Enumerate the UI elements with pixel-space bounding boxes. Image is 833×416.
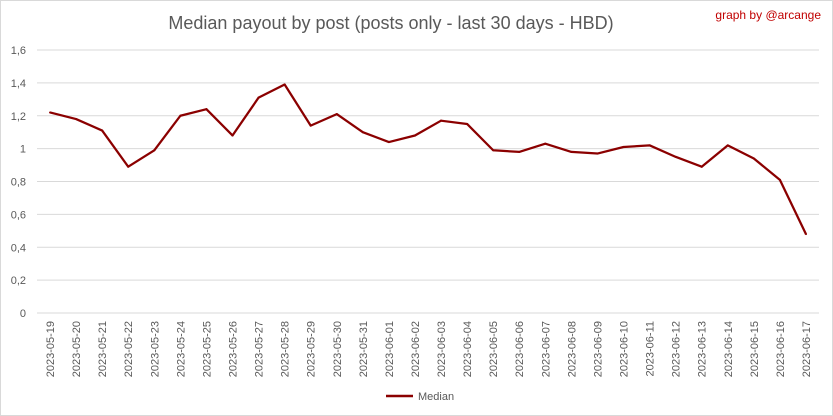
data-point — [309, 124, 312, 127]
data-point — [101, 129, 104, 132]
x-tick-label: 2023-05-24 — [175, 321, 187, 377]
x-tick-label: 2023-06-15 — [749, 321, 761, 377]
legend: Median — [386, 391, 454, 403]
y-tick-label: 1,2 — [11, 111, 26, 123]
data-point — [283, 83, 286, 86]
data-point — [153, 149, 156, 152]
x-tick-label: 2023-05-25 — [201, 321, 213, 377]
data-point — [804, 233, 807, 236]
x-tick-label: 2023-06-17 — [801, 321, 813, 377]
x-tick-label: 2023-05-22 — [123, 321, 135, 377]
data-point — [440, 119, 443, 122]
data-point — [596, 152, 599, 155]
data-point — [648, 144, 651, 147]
series-line-median — [49, 83, 807, 235]
x-tick-label: 2023-06-06 — [514, 321, 526, 377]
y-tick-label: 0,4 — [11, 242, 26, 254]
data-point — [231, 134, 234, 137]
x-axis-ticks: 2023-05-19 2023-05-20 2023-05-21 2023-05-22… — [45, 321, 813, 377]
data-point — [674, 155, 677, 158]
y-tick-label: 0,2 — [11, 275, 26, 287]
x-tick-label: 2023-05-29 — [306, 321, 318, 377]
data-point — [518, 150, 521, 153]
y-tick-label: 0 — [20, 308, 26, 320]
data-point — [700, 165, 703, 168]
y-axis-ticks: 0 0,2 0,4 0,6 0,8 1 1,2 1,4 1,6 — [11, 45, 26, 320]
chart-credit: graph by @arcange — [715, 8, 821, 22]
data-point — [179, 114, 182, 117]
data-point — [570, 150, 573, 153]
data-point — [726, 144, 729, 147]
data-point — [544, 142, 547, 145]
x-tick-label: 2023-06-11 — [645, 321, 657, 376]
x-tick-label: 2023-06-05 — [488, 321, 500, 377]
data-point — [205, 108, 208, 111]
data-point — [335, 113, 338, 116]
x-tick-label: 2023-06-04 — [462, 321, 474, 377]
data-point — [257, 96, 260, 99]
y-tick-label: 0,6 — [11, 209, 26, 221]
x-tick-label: 2023-05-31 — [358, 321, 370, 377]
x-tick-label: 2023-05-30 — [332, 321, 344, 377]
y-tick-label: 1 — [20, 144, 26, 156]
x-tick-label: 2023-06-13 — [697, 321, 709, 377]
x-tick-label: 2023-06-12 — [671, 321, 683, 377]
x-tick-label: 2023-06-08 — [566, 321, 578, 377]
x-tick-label: 2023-06-10 — [619, 321, 631, 377]
x-tick-label: 2023-05-20 — [71, 321, 83, 377]
data-point — [49, 111, 52, 114]
data-point — [466, 122, 469, 125]
x-tick-label: 2023-06-16 — [775, 321, 787, 377]
data-point — [75, 118, 78, 121]
x-tick-label: 2023-06-03 — [436, 321, 448, 377]
data-point — [127, 165, 130, 168]
x-tick-label: 2023-06-14 — [723, 321, 735, 377]
grid-lines — [37, 49, 819, 314]
x-tick-label: 2023-05-21 — [97, 321, 109, 377]
data-point — [361, 131, 364, 134]
x-tick-label: 2023-05-26 — [228, 321, 240, 377]
data-point — [622, 145, 625, 148]
x-tick-label: 2023-05-23 — [149, 321, 161, 377]
y-tick-label: 0,8 — [11, 177, 26, 189]
x-tick-label: 2023-05-28 — [280, 321, 292, 377]
data-point — [492, 149, 495, 152]
data-point — [752, 157, 755, 160]
x-tick-label: 2023-06-07 — [540, 321, 552, 377]
x-tick-label: 2023-06-02 — [410, 321, 422, 377]
data-point — [778, 178, 781, 181]
data-point — [413, 134, 416, 137]
x-tick-label: 2023-05-19 — [45, 321, 57, 377]
data-point — [387, 141, 390, 144]
x-tick-label: 2023-06-01 — [384, 321, 396, 377]
x-tick-label: 2023-05-27 — [254, 321, 266, 377]
legend-label-median: Median — [418, 391, 454, 403]
x-tick-label: 2023-06-09 — [592, 321, 604, 377]
series-layer — [49, 83, 807, 236]
chart-title: Median payout by post (posts only - last… — [168, 13, 613, 33]
y-tick-label: 1,6 — [11, 45, 26, 57]
y-tick-label: 1,4 — [11, 78, 26, 90]
